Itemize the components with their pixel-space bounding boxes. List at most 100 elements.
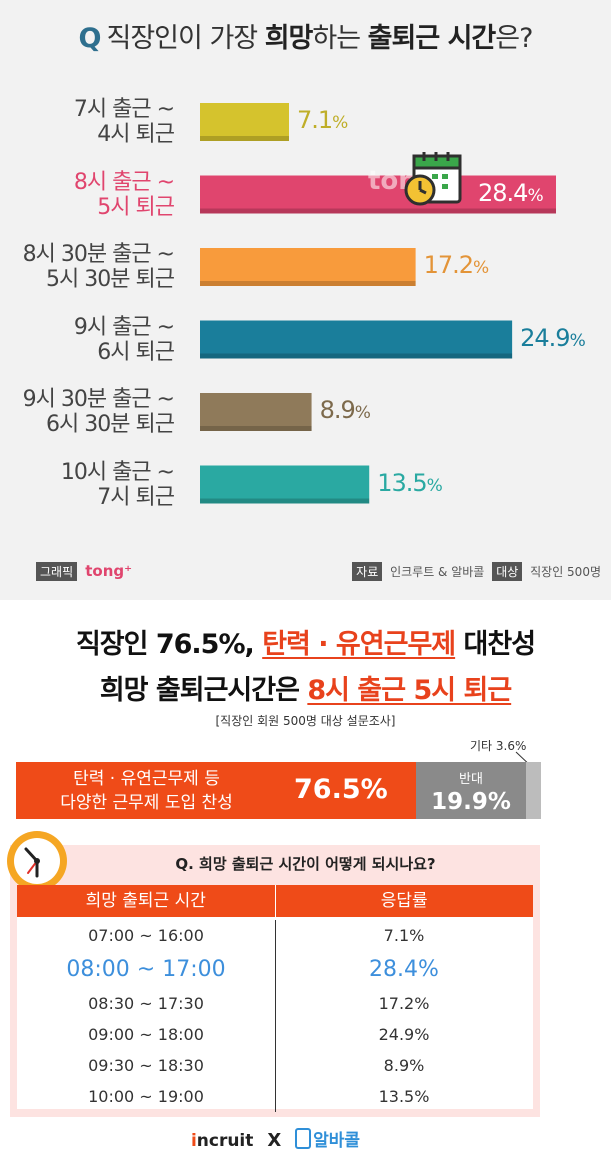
table-row-highlight: 08:00 ~ 17:00 28.4%: [17, 951, 533, 988]
bar-shadow: [200, 426, 312, 431]
headline-line-1: 직장인 76.5%, 탄력 · 유연근무제 대찬성: [0, 622, 611, 661]
category-label-line: 9시 출근 ~: [73, 314, 175, 340]
bar-shadow: [200, 208, 556, 214]
bar: [200, 320, 513, 359]
rate-cell: 7.1%: [383, 926, 425, 945]
bar-shadow: [200, 498, 370, 504]
title-bold: 출퇴근 시간: [367, 23, 497, 54]
data-label-value: 7.1: [297, 106, 333, 134]
agree-text: 탄력 · 유연근무제 등 다양한 근무제 도입 찬성: [24, 767, 269, 815]
q-mark: Q: [78, 23, 102, 54]
data-label-unit: %: [473, 258, 489, 278]
title-part: 직장인이 가장: [106, 23, 265, 54]
category-label: 10시 출근 ~7시 퇴근: [4, 459, 175, 510]
tong-logo: tong⁺: [85, 562, 133, 580]
etc-segment: [526, 762, 541, 819]
clock-icon: [7, 831, 67, 891]
title-bold: 희망: [264, 23, 314, 54]
column-header-time: 희망 출퇴근 시간: [17, 885, 276, 917]
data-label-value: 8.9: [319, 396, 356, 424]
etc-label: 기타 3.6%: [470, 739, 527, 753]
time-cell: 08:30 ~ 17:30: [88, 994, 204, 1013]
bar-chart: [200, 103, 556, 504]
agree-text-line: 다양한 근무제 도입 찬성: [60, 793, 233, 813]
category-label: 8시 출근 ~5시 퇴근: [4, 169, 175, 220]
category-label-line: 4시 퇴근: [97, 122, 175, 147]
agree-text-line: 탄력 · 유연근무제 등: [73, 769, 220, 789]
headline-text: 대찬성: [455, 629, 537, 660]
category-label-line: 8시 30분 출근 ~: [22, 242, 175, 267]
calendar-clock-icon: [404, 152, 462, 206]
time-cell: 09:00 ~ 18:00: [88, 1025, 204, 1044]
headline-highlight: 탄력 · 유연근무제: [262, 629, 456, 660]
chart-title: Q 직장인이 가장 희망하는 출퇴근 시간은?: [0, 16, 611, 55]
response-table: 희망 출퇴근 시간 응답률 07:00 ~ 16:00 7.1% 08:00 ~…: [17, 885, 533, 1112]
incruit-logo: ncruit: [196, 1131, 254, 1151]
rate-cell: 13.5%: [378, 1087, 430, 1106]
source-text: 인크루트 & 알바콜: [390, 565, 485, 579]
category-label-line: 6시 퇴근: [97, 339, 175, 365]
data-label: 7.1%: [297, 106, 348, 134]
table-header: 희망 출퇴근 시간 응답률: [17, 885, 533, 917]
oppose-value: 19.9%: [431, 789, 511, 815]
table-row: 09:30 ~ 18:30 8.9%: [17, 1050, 533, 1081]
bar: [200, 465, 370, 504]
data-label-unit: %: [426, 475, 443, 496]
source-credit: 자료 인크루트 & 알바콜 대상 직장인 500명: [352, 562, 601, 581]
table-row: 10:00 ~ 19:00 13.5%: [17, 1081, 533, 1112]
title-part: 하는: [312, 23, 368, 54]
headline-text: 희망 출퇴근시간은: [99, 675, 308, 706]
rate-cell: 24.9%: [378, 1025, 430, 1044]
collab-x: X: [267, 1130, 282, 1151]
table-row: 08:30 ~ 17:30 17.2%: [17, 988, 533, 1019]
rate-cell: 28.4%: [369, 957, 439, 982]
bar: [200, 103, 289, 141]
data-label: 28.4%: [478, 178, 544, 207]
category-label-line: 7시 퇴근: [97, 484, 175, 510]
category-label: 8시 30분 출근 ~5시 30분 퇴근: [4, 242, 175, 292]
bar: [200, 248, 416, 286]
title-part: 은?: [495, 23, 533, 54]
agree-value: 76.5%: [294, 774, 388, 805]
oppose-segment: 반대 19.9%: [416, 762, 526, 819]
oppose-label: 반대: [459, 772, 483, 787]
headline-highlight: 8시 출근 5시 퇴근: [307, 675, 512, 706]
albacall-logo: 알바콜: [313, 1131, 361, 1151]
time-cell: 10:00 ~ 19:00: [88, 1087, 204, 1106]
survey-note: [직장인 회원 500명 대상 설문조사]: [215, 714, 396, 728]
table-row: 09:00 ~ 18:00 24.9%: [17, 1019, 533, 1050]
time-cell: 09:30 ~ 18:30: [88, 1056, 204, 1075]
category-label: 9시 30분 출근 ~6시 30분 퇴근: [4, 387, 175, 437]
agree-segment: 탄력 · 유연근무제 등 다양한 근무제 도입 찬성 76.5%: [16, 762, 416, 819]
source-tag: 자료: [352, 562, 383, 581]
data-label: 24.9%: [520, 324, 586, 352]
data-label-unit: %: [332, 113, 348, 133]
data-label-value: 13.5: [377, 468, 427, 497]
category-label-line: 8시 출근 ~: [73, 169, 175, 195]
data-label-value: 28.4: [478, 178, 528, 207]
table-body: 07:00 ~ 16:00 7.1% 08:00 ~ 17:00 28.4% 0…: [17, 920, 533, 1112]
column-header-rate: 응답률: [380, 891, 428, 911]
footer-logos: incruit X 알바콜: [0, 1126, 551, 1151]
data-label-value: 17.2: [423, 251, 474, 279]
rate-cell: 17.2%: [378, 994, 430, 1013]
bar: [200, 393, 312, 431]
time-cell: 07:00 ~ 16:00: [88, 926, 204, 945]
category-label-line: 10시 출근 ~: [60, 459, 175, 485]
data-label-unit: %: [354, 403, 371, 423]
graphic-credit: 그래픽 tong⁺: [36, 562, 132, 581]
rate-cell: 8.9%: [383, 1056, 425, 1075]
data-label: 13.5%: [377, 468, 443, 497]
bar-shadow: [200, 281, 416, 286]
data-label: 8.9%: [319, 396, 371, 424]
chart-panel: Q 직장인이 가장 희망하는 출퇴근 시간은? 7시 출근 ~4시 퇴근 7.1% 8…: [0, 0, 611, 600]
bar-shadow: [200, 353, 513, 359]
credit-tag: 그래픽: [36, 562, 78, 581]
category-label-line: 6시 30분 퇴근: [46, 412, 175, 437]
headline-line-2: 희망 출퇴근시간은 8시 출근 5시 퇴근: [0, 668, 611, 707]
incruit-logo-dot: i: [190, 1131, 197, 1151]
bar: [200, 175, 556, 214]
category-label: 7시 출근 ~4시 퇴근: [4, 97, 175, 147]
table-row: 07:00 ~ 16:00 7.1%: [17, 920, 533, 951]
target-tag: 대상: [492, 562, 523, 581]
